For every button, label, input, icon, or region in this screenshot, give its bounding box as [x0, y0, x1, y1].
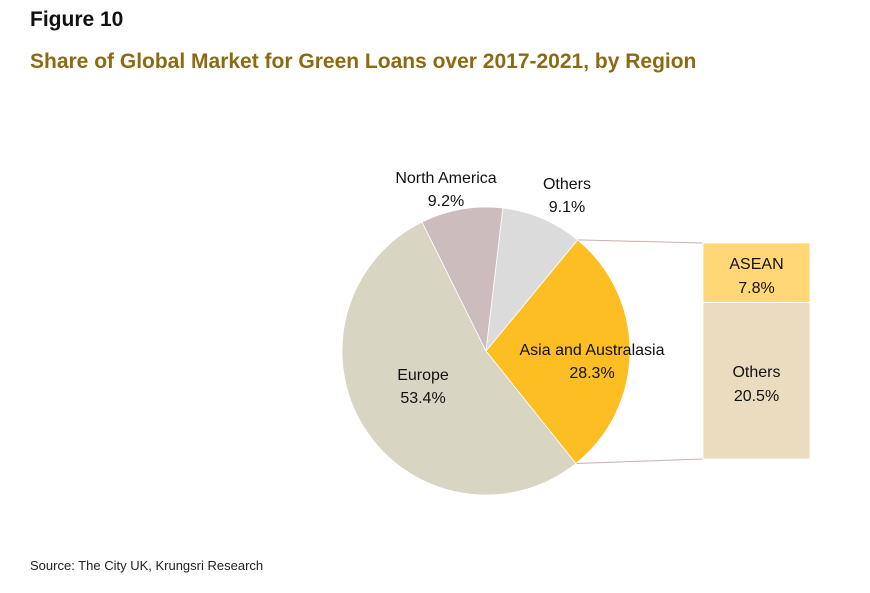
bar-value-asean: 7.8% — [738, 280, 774, 297]
pie-slice-others — [485, 207, 579, 353]
bar-segment-asean — [702, 242, 811, 303]
data-labels: Asia and Australasia 28.3% Europe 53.4% Nort… — [395, 170, 783, 407]
slice-value-europe: 53.4% — [400, 390, 445, 407]
figure-label: Figure 10 — [30, 8, 124, 31]
connector-line-bottom — [575, 458, 704, 465]
pie-chart — [341, 206, 631, 496]
source-note: Source: The City UK, Krungsri Research — [30, 558, 264, 573]
pie-slice-north-america — [421, 206, 504, 353]
bar-label-others: Others — [732, 364, 780, 381]
pie-slice-europe — [341, 221, 577, 496]
slice-label-north-america: North America — [395, 170, 496, 187]
breakdown-bar — [702, 242, 811, 460]
slice-label-asia-and-australasia: Asia and Australasia — [520, 342, 665, 359]
slice-value-others: 9.1% — [549, 199, 585, 216]
connector-lines — [575, 239, 704, 465]
slice-value-asia-and-australasia: 28.3% — [569, 365, 614, 382]
connector-line-top — [577, 239, 704, 244]
chart-title: Share of Global Market for Green Loans o… — [30, 50, 697, 73]
slice-label-europe: Europe — [397, 367, 449, 384]
slice-label-others: Others — [543, 176, 591, 193]
bar-label-asean: ASEAN — [729, 256, 783, 273]
slice-value-north-america: 9.2% — [428, 193, 464, 210]
bar-value-others: 20.5% — [734, 388, 779, 405]
pie-slice-asia-and-australasia — [485, 239, 631, 465]
bar-segment-others — [702, 302, 811, 460]
